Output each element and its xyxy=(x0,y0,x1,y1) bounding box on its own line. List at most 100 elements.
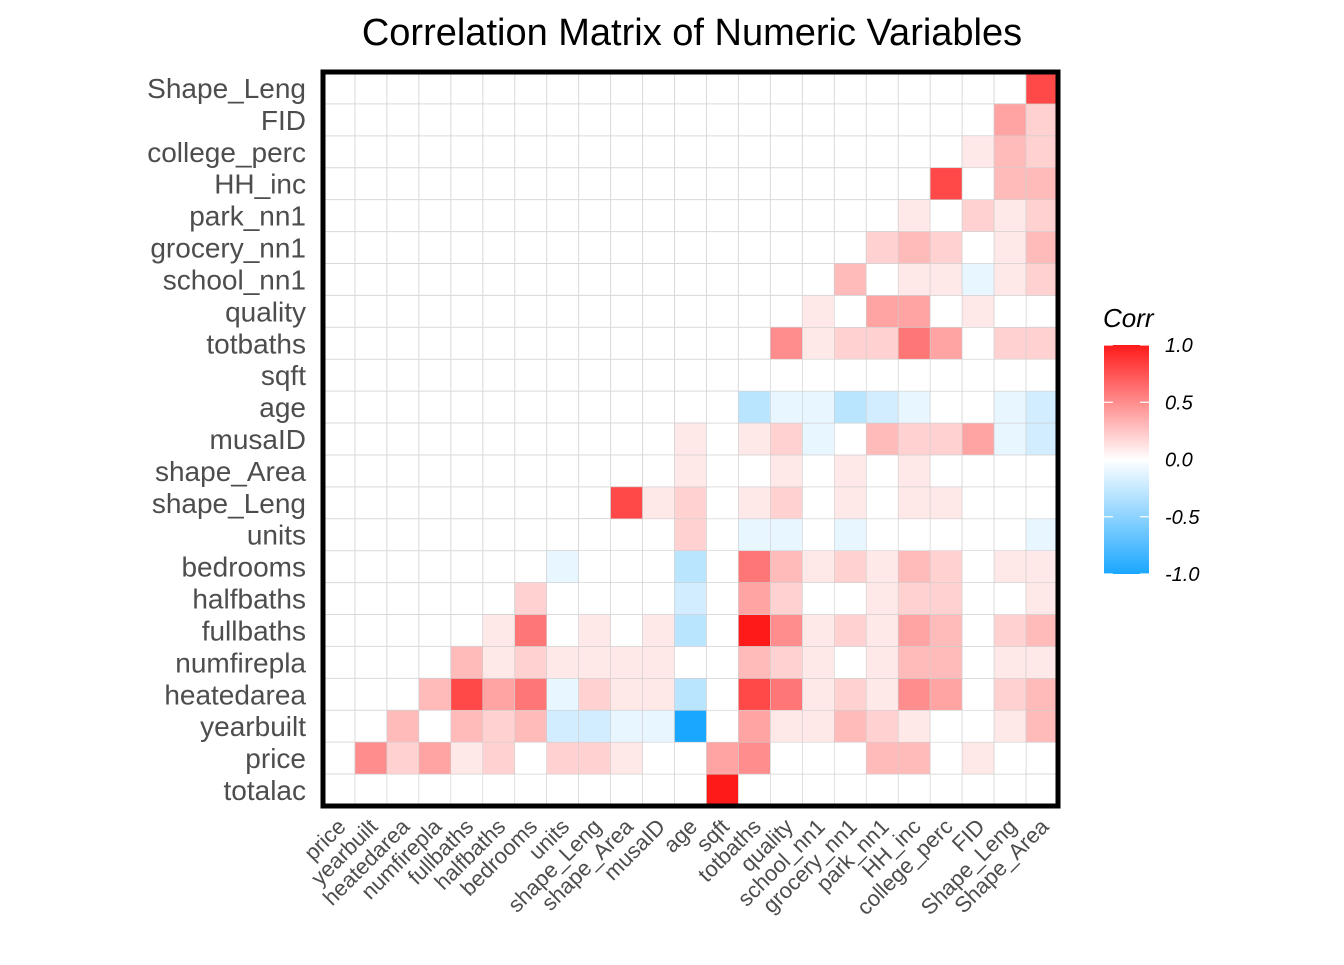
heatmap-cell xyxy=(418,678,452,711)
heatmap-cell xyxy=(578,709,611,743)
heatmap-cell xyxy=(450,741,484,775)
heatmap-cell xyxy=(802,741,835,775)
heatmap-cell xyxy=(993,646,1027,679)
heatmap-cell xyxy=(770,582,803,615)
heatmap-cell xyxy=(738,390,771,424)
heatmap-cell xyxy=(865,295,899,328)
heatmap-cell xyxy=(642,614,675,647)
heatmap-cell xyxy=(961,582,995,615)
heatmap-cell xyxy=(961,390,995,424)
heatmap-cell xyxy=(929,518,963,551)
heatmap-cell xyxy=(642,582,675,615)
heatmap-cell xyxy=(961,678,995,711)
legend-tick-label: 1.0 xyxy=(1165,335,1193,357)
y-tick-label: quality xyxy=(225,296,306,327)
heatmap-cell xyxy=(738,358,771,392)
heatmap-cell xyxy=(514,709,547,743)
heatmap-cell xyxy=(993,709,1027,743)
heatmap-cell xyxy=(961,263,995,296)
y-tick-label: musaID xyxy=(210,424,306,455)
heatmap-cell xyxy=(482,741,516,775)
heatmap-cell xyxy=(674,773,707,807)
heatmap-cell xyxy=(865,518,899,551)
heatmap-cell xyxy=(929,678,963,711)
heatmap-cell xyxy=(929,646,963,679)
y-tick-label: sqft xyxy=(261,360,306,391)
legend-tick-label: 0.0 xyxy=(1165,450,1193,472)
heatmap-cell xyxy=(865,231,899,264)
heatmap-cell xyxy=(1025,71,1059,105)
heatmap-cell xyxy=(993,486,1027,520)
heatmap-cell xyxy=(897,741,931,775)
heatmap-cell xyxy=(514,646,547,679)
heatmap-cell xyxy=(450,646,484,679)
heatmap-cell xyxy=(929,709,963,743)
heatmap-cell xyxy=(770,773,803,807)
y-tick-label: school_nn1 xyxy=(163,264,306,295)
heatmap-cell xyxy=(770,741,803,775)
heatmap-cell xyxy=(674,454,707,488)
heatmap-cell xyxy=(865,646,899,679)
heatmap-cell xyxy=(865,582,899,615)
heatmap-cell xyxy=(961,326,995,360)
heatmap-cell xyxy=(802,358,835,392)
heatmap-cell xyxy=(354,773,388,807)
heatmap-cell xyxy=(802,550,835,583)
heatmap-cell xyxy=(1025,358,1059,392)
heatmap-cell xyxy=(610,582,643,615)
heatmap-cell xyxy=(546,550,579,583)
heatmap-cell xyxy=(482,646,516,679)
heatmap-cell xyxy=(929,231,963,264)
y-tick-label: totalac xyxy=(224,775,307,806)
heatmap-cell xyxy=(770,646,803,679)
heatmap-cell xyxy=(865,390,899,424)
heatmap-cell xyxy=(1025,773,1059,807)
heatmap-cell xyxy=(929,263,963,296)
heatmap-cell xyxy=(514,582,547,615)
heatmap-cell xyxy=(738,646,771,679)
heatmap-cell xyxy=(738,486,771,520)
heatmap-cell xyxy=(1025,390,1059,424)
heatmap-cell xyxy=(865,454,899,488)
heatmap-cell xyxy=(929,486,963,520)
heatmap-cell xyxy=(514,773,547,807)
heatmap-cell xyxy=(993,295,1027,328)
heatmap-cell xyxy=(546,614,579,647)
y-tick-label: FID xyxy=(261,105,306,136)
heatmap-cell xyxy=(802,326,835,360)
heatmap-cell xyxy=(674,709,707,743)
heatmap-cell xyxy=(961,646,995,679)
heatmap-cell xyxy=(865,550,899,583)
heatmap-cell xyxy=(802,678,835,711)
heatmap-cell xyxy=(450,709,484,743)
heatmap-cell xyxy=(706,614,739,647)
legend-tick-label: 0.5 xyxy=(1165,392,1194,414)
heatmap-cell xyxy=(1025,454,1059,488)
heatmap-cell xyxy=(993,678,1027,711)
heatmap-cell xyxy=(706,678,739,711)
heatmap-cell xyxy=(674,518,707,551)
heatmap-cell xyxy=(418,741,452,775)
heatmap-cell xyxy=(738,582,771,615)
heatmap-cell xyxy=(929,358,963,392)
heatmap-cell xyxy=(706,582,739,615)
heatmap-cell xyxy=(802,773,835,807)
y-tick-label: park_nn1 xyxy=(189,201,306,232)
heatmap-cell xyxy=(897,231,931,264)
heatmap-cell xyxy=(578,518,611,551)
heatmap-cell xyxy=(738,741,771,775)
heatmap-cell xyxy=(514,741,547,775)
heatmap-cell xyxy=(1025,709,1059,743)
heatmap-cell xyxy=(706,518,739,551)
heatmap-cell xyxy=(802,709,835,743)
heatmap-cell xyxy=(546,709,579,743)
heatmap-cell xyxy=(1025,103,1059,137)
heatmap-cell xyxy=(833,358,867,392)
heatmap-cell xyxy=(738,518,771,551)
heatmap-cell xyxy=(993,614,1027,647)
heatmap-cell xyxy=(770,326,803,360)
heatmap-cell xyxy=(993,231,1027,264)
heatmap-cell xyxy=(833,454,867,488)
heatmap-cell xyxy=(897,422,931,456)
